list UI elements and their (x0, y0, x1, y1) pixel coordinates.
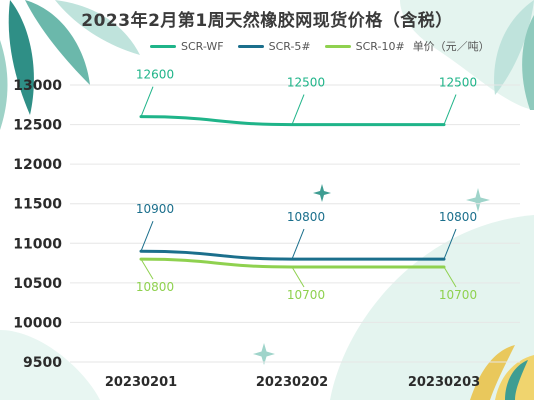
x-category-label: 20230203 (408, 375, 480, 390)
data-label-leader (443, 228, 457, 260)
data-label-leader (291, 94, 305, 125)
data-label-layer: 12600 12500 12500 10900 10800 10800 10800 10700… (136, 68, 477, 302)
decor-leaves-top-left (0, 0, 140, 130)
data-label-leader (443, 94, 457, 125)
decor-palm-bottom-right (470, 345, 534, 400)
data-label-leader (140, 221, 154, 252)
legend-label-scr-wf: SCR-WF (181, 39, 224, 53)
x-category-label: 20230201 (105, 375, 177, 390)
data-label-leader (140, 86, 154, 117)
legend-item-scr-wf: SCR-WF (150, 40, 224, 53)
y-tick-label: 9500 (23, 355, 62, 371)
data-label: 10700 (439, 288, 477, 302)
legend-item-scr-10: SCR-10# 单价（元／吨） (324, 38, 490, 54)
data-label: 10900 (136, 202, 174, 216)
data-label: 12600 (136, 68, 174, 82)
data-label-leader (291, 266, 305, 288)
decor-blob-bottom-right (330, 215, 534, 400)
decor-star-flower-center (313, 184, 331, 202)
series-layer (139, 115, 446, 269)
y-tick-label: 10500 (13, 276, 62, 292)
data-label: 10800 (287, 210, 325, 224)
data-label: 10800 (136, 280, 174, 294)
data-label: 12500 (287, 76, 325, 90)
legend-swatch-scr-10 (324, 44, 351, 48)
legend-swatch-scr-wf (150, 44, 176, 48)
decor-leaves-top-right (494, 0, 534, 110)
data-label: 12500 (439, 76, 477, 90)
y-tick-label: 12000 (13, 157, 62, 173)
chart-title: 2023年2月第1周天然橡胶网现货价格（含税） (81, 11, 453, 31)
y-tick-label: 11000 (13, 236, 62, 252)
data-label-leader (443, 266, 457, 288)
data-label-leader (291, 228, 305, 260)
legend-label-scr-10: SCR-10# (355, 39, 405, 53)
x-axis-categories: 20230201 20230202 20230203 (105, 375, 480, 390)
data-label: 10700 (287, 288, 325, 302)
x-category-label: 20230202 (256, 375, 328, 390)
legend-swatch-scr-5 (237, 44, 264, 48)
legend: SCR-WF SCR-5# SCR-10# 单价（元／吨） (150, 38, 504, 54)
legend-unit-label: 单价（元／吨） (412, 40, 490, 53)
decor-star-flower-right (466, 188, 490, 212)
y-tick-label: 11500 (13, 197, 62, 213)
legend-item-scr-5: SCR-5# (237, 39, 311, 53)
y-tick-label: 12500 (13, 118, 62, 134)
decor-star-flower-bottom (253, 343, 275, 365)
y-tick-label: 13000 (13, 78, 62, 94)
data-label-leader (140, 258, 154, 280)
y-tick-label: 10000 (13, 315, 62, 331)
legend-label-scr-5: SCR-5# (268, 39, 311, 53)
data-label: 10800 (439, 210, 477, 224)
decor-blob-bottom-left (0, 330, 100, 400)
y-axis-ticks: 13000 12500 12000 11500 11000 10500 10000 9500 (13, 78, 62, 371)
